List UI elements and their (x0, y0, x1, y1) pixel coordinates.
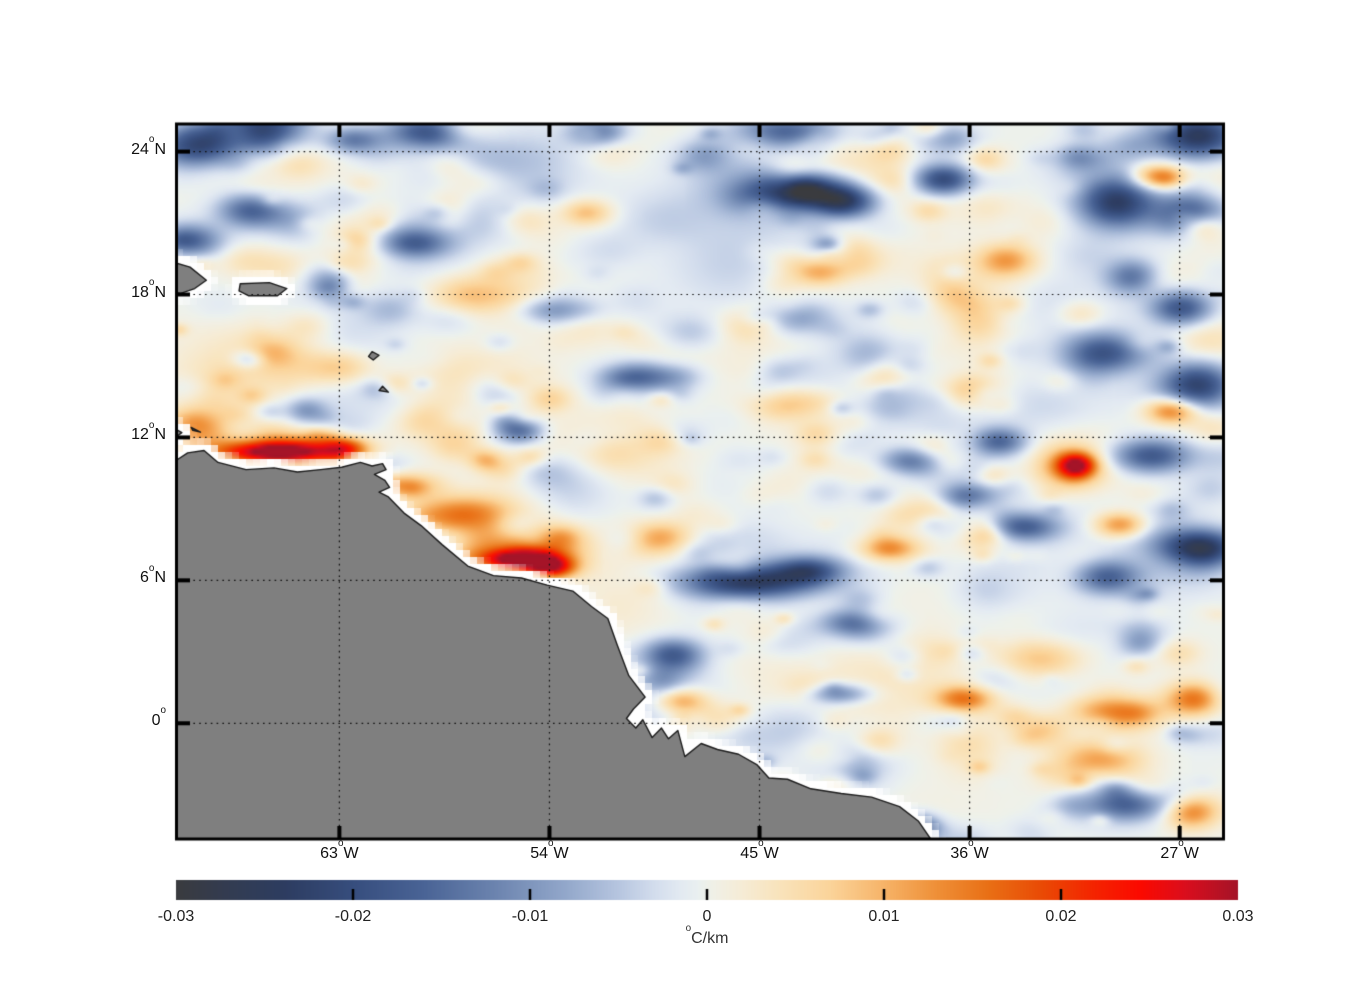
colorbar-tick-label: -0.02 (334, 908, 372, 925)
lon-tick-label: 27oW (1160, 838, 1199, 862)
colorbar-unit-label: oC/km (685, 923, 729, 947)
colorbar-tick-label: 0 (702, 908, 712, 925)
lat-tick-label: 24oN (131, 133, 166, 158)
lat-tick-label: 12oN (131, 419, 166, 444)
colorbar-tick-label: 0.02 (1045, 908, 1077, 925)
lat-tick-label: 6oN (140, 562, 166, 587)
lon-tick-label: 54oW (530, 838, 569, 862)
colorbar-tick-label: 0.03 (1222, 908, 1254, 925)
lon-tick-label: 63oW (320, 838, 359, 862)
lon-tick-label: 36oW (950, 838, 989, 862)
lat-tick-label: 18oN (131, 276, 166, 301)
lat-tick-label: 0o (151, 705, 166, 730)
lon-tick-label: 45oW (740, 838, 779, 862)
colorbar-tick-label: -0.03 (157, 908, 195, 925)
colorbar-tick-label: -0.01 (511, 908, 549, 925)
colorbar-tick-label: 0.01 (868, 908, 900, 925)
